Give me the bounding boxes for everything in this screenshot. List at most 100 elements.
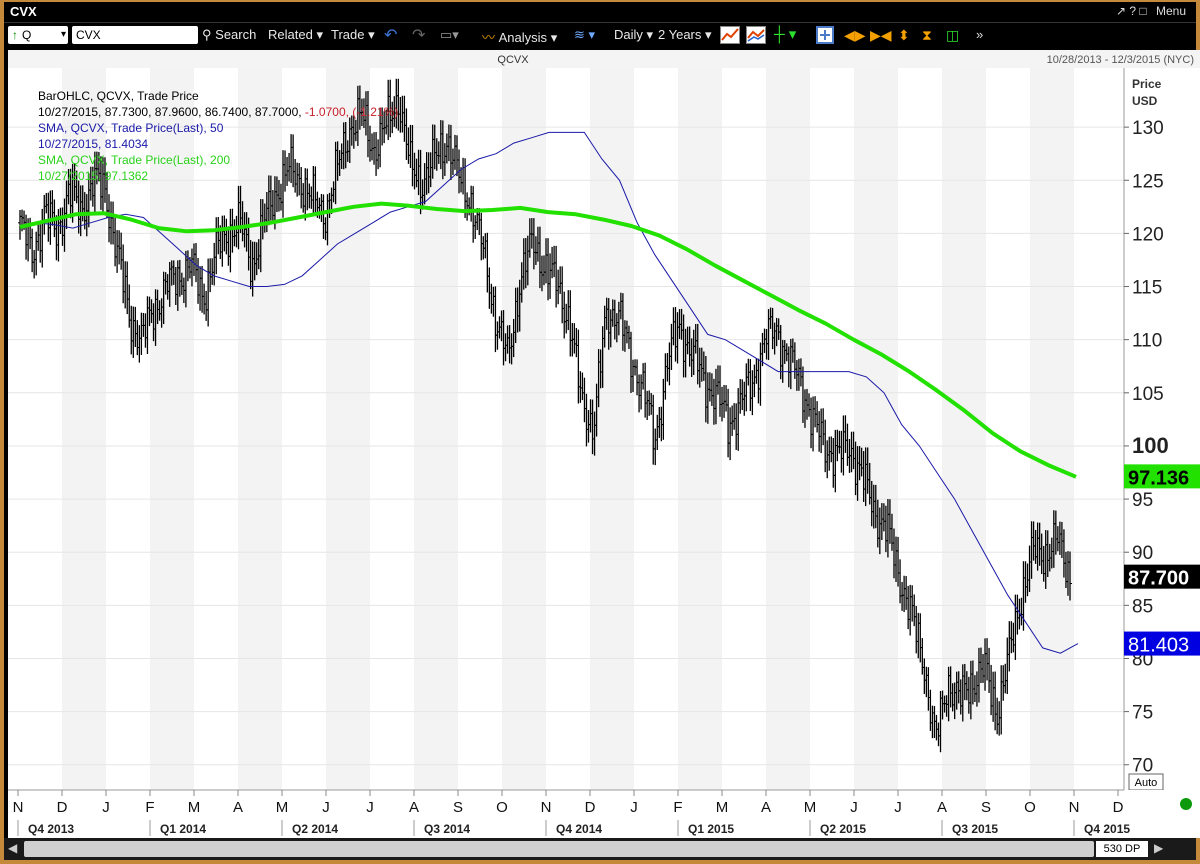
price-tick-label: 125: [1132, 171, 1164, 192]
analysis-menu[interactable]: 〰 Analysis ▾: [482, 30, 558, 45]
undo-icon[interactable]: ↶: [384, 27, 398, 44]
title-bar: CVX ↗ ? □ Menu: [4, 2, 1196, 22]
price-tick-label: 100: [1132, 433, 1169, 458]
month-tick-label: N: [13, 799, 24, 816]
search-button[interactable]: ⚲ Search: [202, 27, 257, 42]
legend-sma50-value: 10/27/2015, 81.4034: [38, 137, 148, 151]
month-band: [414, 68, 458, 790]
chart-date-range: 10/28/2013 - 12/3/2015 (NYC): [1047, 54, 1194, 66]
ohlc-bar: [1068, 551, 1072, 601]
month-tick-label: N: [541, 799, 552, 816]
search-icon: ⚲: [202, 27, 212, 42]
analysis-icon: 〰: [482, 30, 496, 45]
dropdown-arrow-icon[interactable]: ▾: [60, 29, 66, 40]
legend-sma200-value: 10/27/2015, 97.1362: [38, 169, 148, 183]
quarter-label: Q3 2014: [424, 822, 470, 836]
period-menu[interactable]: Daily ▾: [614, 27, 654, 42]
price-chart[interactable]: QCVX 10/28/2013 - 12/3/2015 (NYC) BarOHL…: [8, 50, 1200, 838]
sma50-line: [19, 131, 1079, 654]
sma50-badge: [1124, 631, 1200, 656]
month-tick-label: M: [276, 799, 289, 816]
price-tick-label: 95: [1132, 490, 1153, 511]
select-region-icon[interactable]: ◫: [946, 27, 960, 43]
price-tick-label: 115: [1132, 278, 1162, 299]
month-tick-label: J: [366, 799, 374, 816]
price-axis-title: Price: [1132, 77, 1162, 91]
time-scrollbar[interactable]: ◀ 530 DP ▶: [4, 838, 1196, 860]
more-options-icon[interactable]: »: [976, 27, 984, 42]
quarter-label: Q1 2015: [688, 822, 734, 836]
month-tick-label: N: [1069, 799, 1080, 816]
month-tick-label: A: [233, 799, 243, 816]
scroll-left-arrow-icon[interactable]: ◀: [8, 841, 18, 855]
window-buttons[interactable]: ↗ ? □: [1115, 4, 1147, 18]
vertical-expand-icon[interactable]: ⬍: [898, 27, 910, 43]
scroll-right-arrow-icon[interactable]: ▶: [1154, 841, 1164, 855]
sma200-badge-value: 97.136: [1128, 467, 1189, 489]
quarter-label: Q1 2014: [160, 822, 206, 836]
redo-icon[interactable]: ↷: [412, 27, 426, 44]
month-tick-label: F: [145, 799, 154, 816]
chart-window: CVX ↗ ? □ Menu ↑ Q ▾ CVX ⚲ Search Related…: [4, 2, 1200, 860]
window-controls[interactable]: ↗ ? □ Menu: [1116, 4, 1186, 18]
month-tick-label: M: [716, 799, 729, 816]
month-band: [326, 68, 370, 790]
data-points-box[interactable]: 530 DP: [1096, 841, 1148, 857]
month-tick-label: A: [937, 799, 947, 816]
green-up-arrow-icon: ↑: [12, 28, 18, 42]
chevron-down-icon: ▾: [705, 27, 712, 42]
time-axis-panel: [8, 790, 1200, 838]
compress-icon[interactable]: ▶◀: [870, 27, 892, 43]
month-tick-label: S: [453, 799, 463, 816]
live-status-indicator[interactable]: [1180, 798, 1192, 810]
data-points-label: 530 DP: [1103, 843, 1141, 855]
month-tick-label: D: [585, 799, 596, 816]
month-tick-label: A: [761, 799, 771, 816]
legend-ohlc-change: -1.0700, (-1.21%): [305, 105, 398, 119]
related-menu[interactable]: Related ▾: [268, 27, 323, 42]
range-menu[interactable]: 2 Years ▾: [658, 27, 712, 42]
quarter-label: Q3 2015: [952, 822, 998, 836]
month-tick-label: D: [1113, 799, 1124, 816]
menu-button[interactable]: Menu: [1155, 4, 1186, 18]
price-tick-label: 75: [1132, 703, 1153, 724]
month-band: [678, 68, 722, 790]
legend-ohlc-title: BarOHLC, QCVX, Trade Price: [38, 89, 199, 103]
sma50-badge-value: 81.403: [1128, 635, 1189, 657]
ohlc-bars: [18, 78, 1072, 753]
folder-icon[interactable]: ▭▾: [440, 27, 459, 42]
chart-area: QCVX 10/28/2013 - 12/3/2015 (NYC) BarOHL…: [8, 50, 1200, 838]
quarter-label: Q2 2015: [820, 822, 866, 836]
window-title: CVX: [10, 4, 37, 19]
trade-menu[interactable]: Trade ▾: [331, 27, 375, 42]
price-axis-unit: USD: [1132, 94, 1158, 108]
price-axis-panel[interactable]: [1124, 68, 1200, 790]
month-tick-label: D: [57, 799, 68, 816]
month-tick-label: O: [496, 799, 508, 816]
compare-chart-icon[interactable]: [746, 26, 766, 47]
quarter-label: Q2 2014: [292, 822, 338, 836]
security-type-value: Q: [22, 28, 32, 42]
price-gridlines: [8, 126, 1124, 766]
vertical-compress-icon[interactable]: ⧗: [922, 27, 932, 43]
auto-scale-label[interactable]: Auto: [1135, 777, 1158, 789]
zoom-box-icon[interactable]: [816, 26, 834, 47]
month-tick-label: J: [850, 799, 858, 816]
line-chart-icon[interactable]: [720, 26, 740, 47]
ticker-input[interactable]: CVX: [72, 26, 198, 44]
crosshair-icon[interactable]: ┼ ▾: [774, 26, 797, 43]
price-tick-label: 70: [1132, 756, 1153, 777]
value-badges: 97.136 87.700 81.403: [1124, 464, 1200, 657]
price-tick-label: 85: [1132, 596, 1153, 617]
price-tick-label: 105: [1132, 384, 1164, 405]
legend-sma200-title: SMA, QCVX, Trade Price(Last), 200: [38, 153, 230, 167]
security-type-select[interactable]: ↑ Q ▾: [8, 26, 68, 44]
studies-icon[interactable]: ≋ ▾: [574, 27, 596, 42]
scroll-thumb[interactable]: [24, 841, 1094, 857]
last-price-badge: [1124, 564, 1200, 589]
month-band: [150, 68, 194, 790]
scroll-arrows-icon[interactable]: ◀▶: [844, 27, 866, 43]
chevron-down-icon: ▾: [316, 27, 323, 42]
